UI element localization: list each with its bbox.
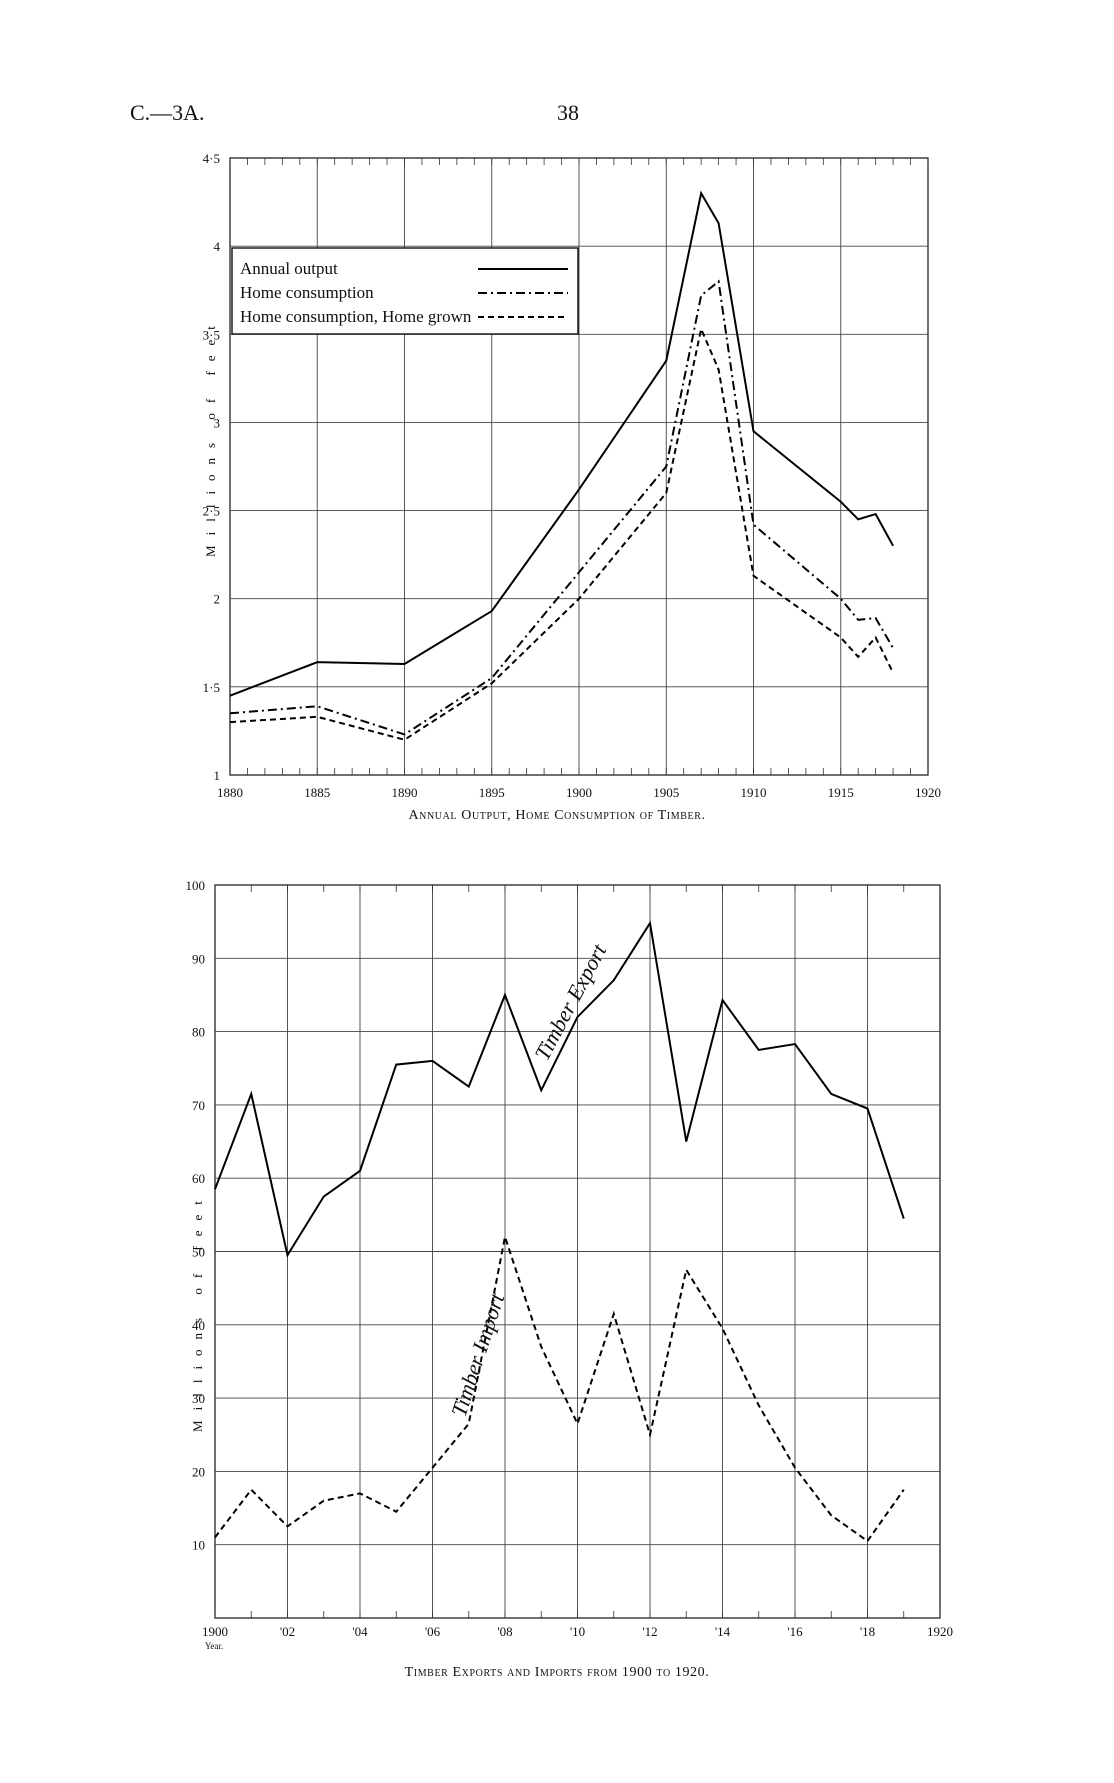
x-tick-label-0: 1900: [202, 1624, 228, 1639]
x-tick-label-0: 1880: [217, 785, 243, 800]
y-tick-label-5: 60: [192, 1171, 205, 1186]
chart2-title: Timber Exports and Imports from 1900 to …: [404, 1665, 710, 1680]
y-tick-label-6: 4: [214, 239, 221, 254]
x-tick-label-4: 1900: [566, 785, 592, 800]
x-tick-label-3: 1895: [479, 785, 505, 800]
x-unit-label: Year.: [205, 1641, 223, 1651]
x-tick-label-1: 1885: [304, 785, 330, 800]
y-tick-label-6: 70: [192, 1098, 205, 1113]
y-tick-label-2: 2: [214, 592, 221, 607]
series-line-home-consumption: [229, 279, 894, 736]
x-tick-label-9: '18: [860, 1624, 875, 1639]
series-line-timber-import: [214, 1232, 905, 1543]
x-tick-label-2: 1890: [392, 785, 418, 800]
x-tick-label-10: 1920: [927, 1624, 953, 1639]
x-tick-label-3: '06: [425, 1624, 441, 1639]
y-axis-label: Millions of feet: [190, 1191, 205, 1432]
legend-entry-0: Annual output: [240, 259, 338, 278]
x-tick-label-1: '02: [280, 1624, 295, 1639]
y-tick-label-8: 90: [192, 951, 205, 966]
y-tick-label-5: 3·5: [203, 327, 220, 342]
x-tick-label-4: '08: [497, 1624, 512, 1639]
chart-exports-imports: 1900 '02 '04 '06 '08 '10 '12 '14 '16 '18 1920 10 20 3…: [186, 878, 954, 1651]
series-line-annual-output: [229, 190, 894, 697]
y-tick-label-3: 2·5: [203, 504, 220, 519]
y-axis-label: Millions of feet: [203, 316, 218, 557]
x-tick-label-5: 1905: [653, 785, 679, 800]
y-tick-label-9: 100: [186, 878, 206, 893]
y-tick-label-4: 3: [214, 415, 221, 430]
y-tick-label-0: 10: [192, 1538, 205, 1553]
series-line-home-consumption-home-grown: [229, 325, 894, 741]
document-reference: C.—3A.: [130, 100, 205, 125]
y-tick-label-0: 1: [214, 768, 221, 783]
x-tick-label-6: 1910: [741, 785, 767, 800]
y-tick-label-1: 1·5: [203, 680, 220, 695]
legend-entry-1: Home consumption: [240, 283, 374, 302]
legend-box: [231, 247, 579, 335]
x-tick-label-7: 1915: [828, 785, 854, 800]
x-tick-label-6: '12: [642, 1624, 657, 1639]
legend: Annual output Home consumption Home consum…: [231, 247, 579, 335]
y-tick-label-4: 50: [192, 1245, 205, 1260]
x-tick-label-2: '04: [352, 1624, 368, 1639]
y-tick-label-3: 40: [192, 1318, 205, 1333]
x-tick-label-5: '10: [570, 1624, 585, 1639]
page-number: 38: [557, 100, 579, 125]
y-tick-label-2: 30: [192, 1391, 205, 1406]
x-tick-label-8: 1920: [915, 785, 941, 800]
chart1-title: Annual Output, Home Consumption of Timbe…: [408, 808, 706, 823]
series-line-timber-export: [214, 920, 905, 1258]
y-tick-label-1: 20: [192, 1464, 205, 1479]
y-tick-label-7: 4·5: [203, 151, 220, 166]
x-tick-label-7: '14: [715, 1624, 731, 1639]
x-tick-label-8: '16: [787, 1624, 803, 1639]
chart-annual-output: 1880 1885 1890 1895 1900 1905 1910 1915 1920 1 1·5…: [203, 151, 941, 800]
legend-entry-2: Home consumption, Home grown: [240, 307, 472, 326]
timber-export-label: Timber Export: [529, 939, 611, 1064]
timber-import-label: Timber Import: [446, 1289, 510, 1419]
y-tick-label-7: 80: [192, 1025, 205, 1040]
